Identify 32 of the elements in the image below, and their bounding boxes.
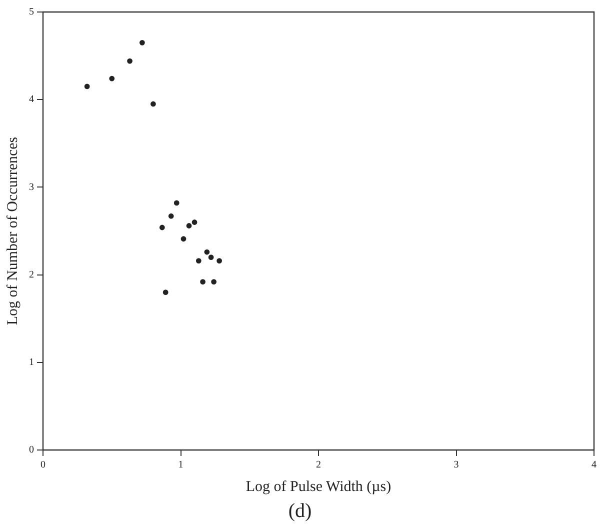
- point: [180, 236, 186, 242]
- point: [162, 290, 168, 296]
- point: [204, 249, 210, 255]
- point: [127, 58, 132, 64]
- point: [216, 258, 222, 264]
- point: [196, 258, 202, 264]
- point: [192, 220, 198, 225]
- y-axis-title: Log of Number of Occurrences: [4, 136, 21, 326]
- y-tick-label: 2: [29, 269, 34, 280]
- point: [150, 101, 156, 107]
- y-tick-label: 5: [29, 6, 34, 18]
- point: [168, 213, 174, 219]
- point: [84, 84, 90, 90]
- text: (d): [287, 500, 313, 523]
- y-tick-label: 3: [29, 182, 34, 193]
- point: [200, 279, 206, 285]
- point: [109, 76, 115, 82]
- point: [174, 200, 180, 206]
- y-tick-label: 0: [29, 444, 34, 456]
- y-tick-label: 1: [29, 357, 34, 368]
- y-tick-label: 4: [29, 94, 34, 106]
- x-tick-label: 0: [40, 460, 46, 471]
- x-tick-label: 4: [592, 460, 596, 471]
- x-tick-label: 3: [454, 460, 459, 471]
- x-tick-label: 1: [178, 460, 184, 471]
- point: [139, 40, 145, 46]
- point: [211, 279, 217, 285]
- point: [186, 223, 192, 228]
- x-axis-title: Log of Pulse Width (µs): [246, 478, 392, 495]
- point: [159, 224, 165, 230]
- x-tick-label: 2: [316, 460, 321, 471]
- point: [208, 254, 214, 260]
